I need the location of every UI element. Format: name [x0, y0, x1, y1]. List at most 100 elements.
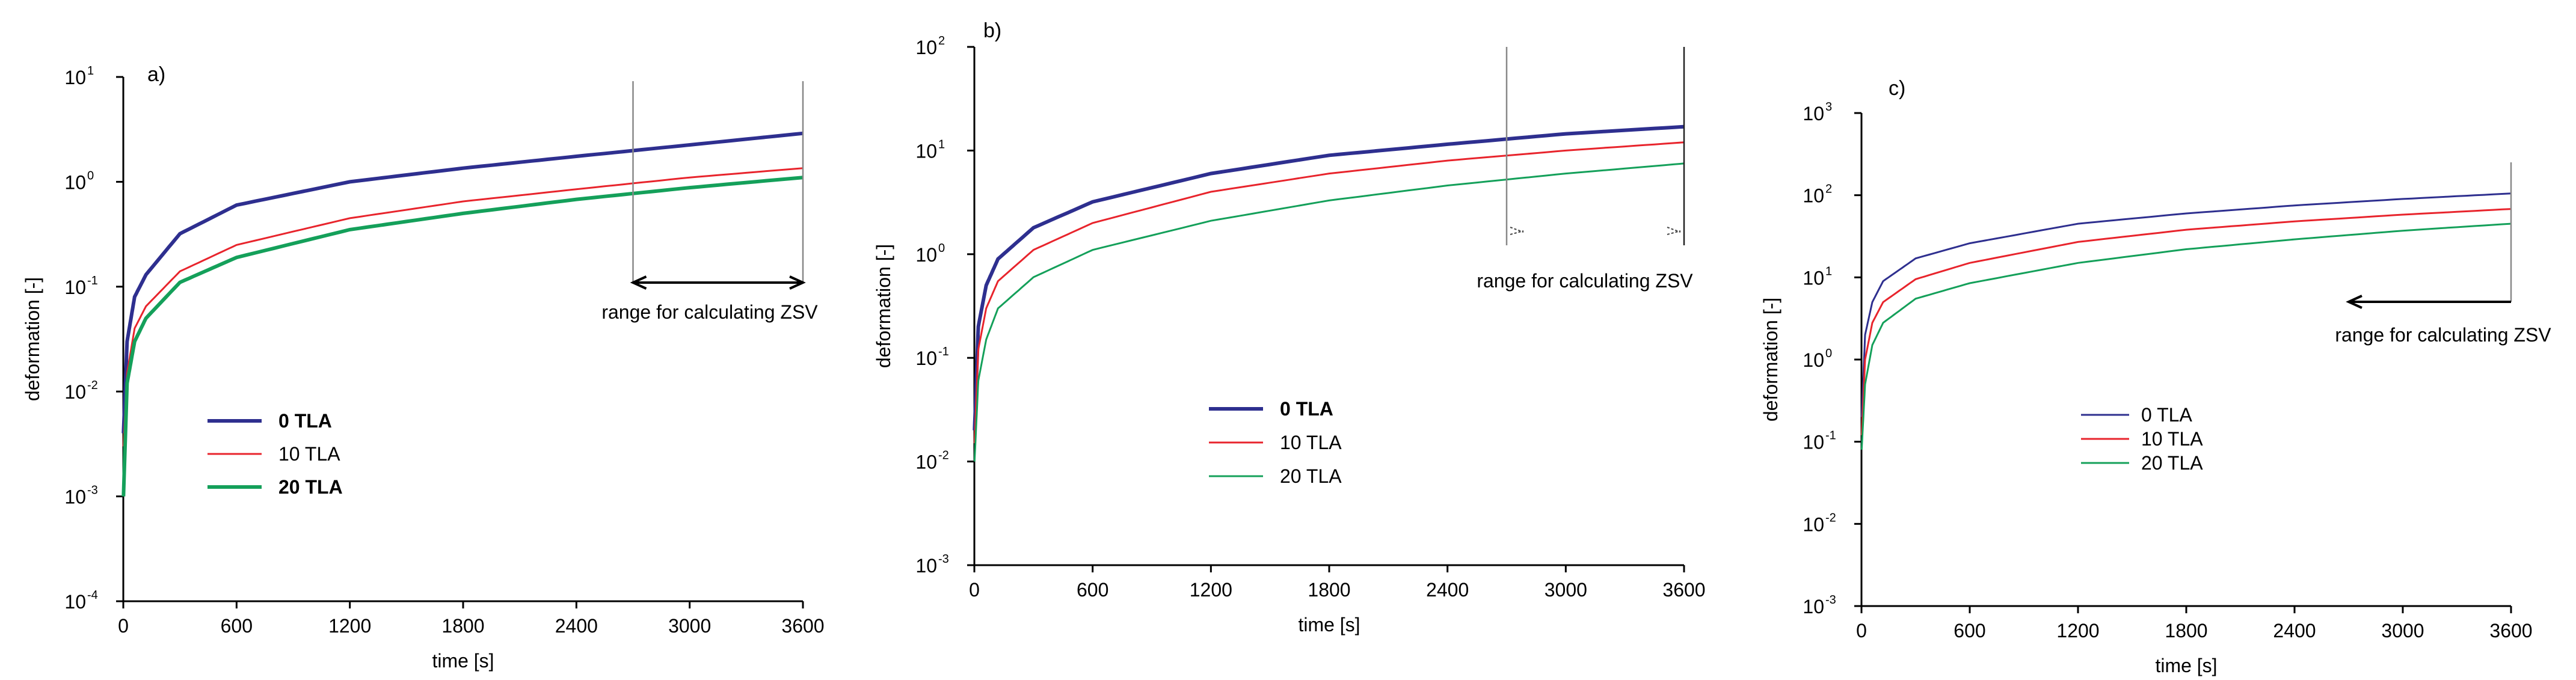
y-tick-label: 10: [915, 452, 937, 473]
legend-label: 0 TLA: [2141, 404, 2192, 426]
y-axis-title: deformation [-]: [1760, 298, 1781, 421]
y-tick-exponent: 0: [1825, 347, 1832, 360]
y-tick-exponent: -1: [1825, 429, 1836, 443]
x-tick-label: 600: [221, 615, 253, 637]
y-tick-exponent: 3: [1825, 100, 1832, 114]
y-tick-exponent: 2: [1825, 183, 1832, 196]
series-line-0-tla: [973, 124, 1685, 430]
range-annotation: range for calculating ZSV: [2335, 324, 2551, 346]
series-line-20-tla: [1860, 222, 2512, 450]
y-tick-exponent: -3: [87, 484, 98, 497]
x-tick-label: 3000: [2381, 620, 2424, 642]
x-tick-label: 2400: [2273, 620, 2316, 642]
x-tick-label: 3600: [1662, 579, 1705, 601]
x-tick-label: 2400: [1426, 579, 1469, 601]
x-tick-label: 1800: [2165, 620, 2207, 642]
x-tick-label: 3000: [668, 615, 711, 637]
x-tick-label: 0: [118, 615, 129, 637]
legend-label: 10 TLA: [278, 443, 340, 465]
x-tick-label: 2400: [555, 615, 598, 637]
panel-label: c): [1889, 77, 1905, 100]
y-tick-label: 10: [1803, 185, 1824, 207]
series-line-0-tla: [121, 131, 804, 433]
chart-panel-3: c)0 600 1200 1800 2400 3000 360010-310-210-110…: [1760, 77, 2551, 676]
y-tick-exponent: -2: [87, 379, 98, 392]
y-tick-exponent: 1: [1825, 265, 1832, 278]
y-tick-exponent: -2: [1825, 511, 1836, 524]
panel-label: a): [147, 63, 165, 86]
y-tick-exponent: -3: [1825, 593, 1836, 607]
y-tick-label: 10: [1803, 513, 1824, 535]
series-line-10-tla: [122, 167, 804, 447]
y-tick-exponent: -4: [87, 589, 98, 602]
y-tick-label: 10: [64, 67, 86, 88]
y-tick-label: 10: [1803, 349, 1824, 371]
y-axis-title: deformation [-]: [873, 244, 894, 368]
y-tick-label: 10: [64, 591, 86, 613]
y-tick-exponent: 1: [938, 138, 945, 151]
y-tick-exponent: -3: [938, 553, 949, 566]
series-line-20-tla: [121, 176, 804, 497]
x-axis-title: time [s]: [2155, 655, 2217, 676]
legend-label: 0 TLA: [1280, 398, 1333, 420]
range-annotation: range for calculating ZSV: [601, 301, 818, 323]
y-tick-exponent: 2: [938, 34, 945, 47]
x-axis-title: time [s]: [432, 650, 494, 672]
x-tick-label: 600: [1077, 579, 1108, 601]
range-arrow-head-left: [2346, 295, 2362, 309]
x-tick-label: 1200: [328, 615, 371, 637]
x-tick-label: 1200: [2056, 620, 2099, 642]
series-line-10-tla: [973, 141, 1685, 444]
legend-label: 10 TLA: [1280, 432, 1342, 453]
range-hint-left: [1510, 227, 1524, 235]
x-tick-label: 0: [1856, 620, 1867, 642]
y-axis-title: deformation [-]: [22, 277, 43, 401]
x-tick-label: 3600: [2489, 620, 2532, 642]
y-tick-label: 10: [915, 555, 937, 577]
x-axis-title: time [s]: [1298, 614, 1360, 636]
x-tick-label: 1800: [441, 615, 484, 637]
y-tick-exponent: 0: [938, 242, 945, 255]
panel-label: b): [983, 19, 1001, 42]
x-tick-label: 0: [969, 579, 980, 601]
y-tick-exponent: 0: [87, 169, 94, 182]
x-tick-label: 3600: [781, 615, 824, 637]
y-tick-label: 10: [915, 37, 937, 58]
series-line-10-tla: [1860, 208, 2512, 435]
legend-label: 0 TLA: [278, 410, 332, 432]
x-tick-label: 600: [1954, 620, 1985, 642]
y-tick-label: 10: [1803, 596, 1824, 617]
range-arrow-head-left: [630, 275, 647, 290]
x-tick-label: 3000: [1545, 579, 1587, 601]
chart-panel-1: a)0 600 1200 1800 2400 3000 360010-410-310-210…: [22, 63, 825, 672]
legend-label: 20 TLA: [1280, 465, 1342, 487]
chart-panel-2: b)0 600 1200 1800 2400 3000 360010-310-210-110…: [873, 19, 1706, 636]
y-tick-exponent: 1: [87, 64, 94, 78]
legend-label: 10 TLA: [2141, 428, 2203, 450]
y-tick-label: 10: [64, 381, 86, 403]
y-tick-label: 10: [915, 348, 937, 369]
x-tick-label: 1200: [1190, 579, 1232, 601]
legend: 0 TLA 10 TLA 20 TLA: [207, 410, 343, 498]
y-tick-label: 10: [64, 171, 86, 193]
x-tick-label: 1800: [1308, 579, 1350, 601]
y-tick-exponent: -2: [938, 449, 949, 462]
range-arrow-head-right: [789, 275, 806, 290]
legend: 0 TLA 10 TLA 20 TLA: [1209, 398, 1342, 487]
y-tick-exponent: -1: [938, 345, 949, 358]
y-tick-label: 10: [915, 140, 937, 162]
y-tick-label: 10: [1803, 103, 1824, 124]
range-hint-right: [1667, 227, 1681, 235]
range-annotation: range for calculating ZSV: [1477, 270, 1693, 292]
legend-label: 20 TLA: [2141, 452, 2203, 474]
series-line-0-tla: [1860, 192, 2512, 417]
y-tick-label: 10: [1803, 267, 1824, 289]
y-tick-label: 10: [915, 244, 937, 266]
y-tick-exponent: -1: [87, 274, 98, 287]
series-line-20-tla: [973, 162, 1685, 462]
y-tick-label: 10: [64, 486, 86, 508]
legend-label: 20 TLA: [278, 476, 343, 498]
y-tick-label: 10: [64, 277, 86, 298]
